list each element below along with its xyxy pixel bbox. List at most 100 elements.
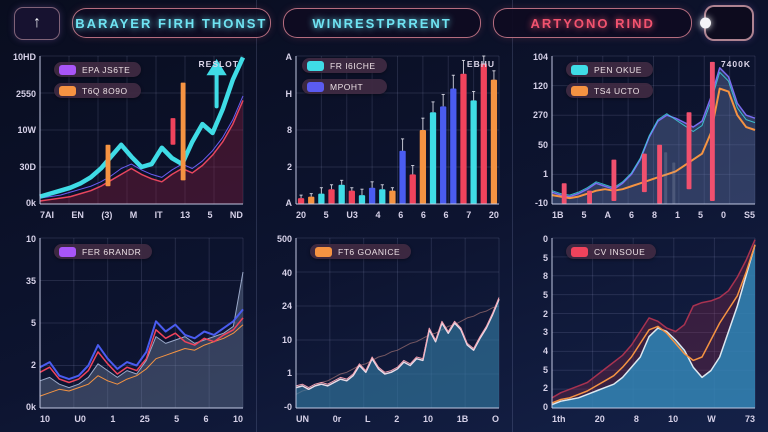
x-tick-label: 7AI <box>40 210 55 220</box>
x-tick-label: 20 <box>594 414 605 424</box>
y-tick-label: 40 <box>281 267 292 278</box>
x-axis-labels: 10 U0 1 25 5 6 10 <box>40 414 243 427</box>
toggle-button[interactable] <box>700 5 755 41</box>
chart-annotation: RESLOT <box>198 59 239 69</box>
y-tick-label: A <box>285 52 293 62</box>
chart-panel-top-right: 104 120 270 50 1 -10 1B 5 A 6 8 1 5 0 S5 PEN OKUE TS4 … <box>512 46 768 228</box>
y-tick-label: A <box>285 198 293 208</box>
legend-label: FER 6RANDR <box>82 246 142 257</box>
y-axis-labels: A H 8 2 A <box>258 52 293 208</box>
legend-item: MPOHT <box>302 79 387 94</box>
x-tick-label: W <box>707 414 716 424</box>
x-axis-labels: 20 5 U3 4 6 6 6 7 20 <box>296 210 499 223</box>
y-tick-label: 5 <box>542 252 548 263</box>
y-tick-label: 5 <box>30 318 36 328</box>
x-tick-label: O <box>491 414 499 424</box>
y-tick-label: 5 <box>542 364 548 375</box>
y-tick-label: 1 <box>286 368 292 379</box>
title-label: ARTYONO RIND <box>530 15 655 31</box>
x-tick-label: 10 <box>668 414 679 424</box>
x-axis-labels: 1B 5 A 6 8 1 5 0 S5 <box>552 210 755 223</box>
x-tick-label: UN <box>296 414 309 424</box>
x-tick-label: 10 <box>422 414 433 424</box>
toggle-dot-icon <box>700 17 712 29</box>
x-tick-label: 10 <box>232 414 243 424</box>
x-tick-label: 2 <box>394 414 400 424</box>
y-tick-label: 10 <box>25 234 36 244</box>
x-tick-label: 5 <box>323 210 329 220</box>
title-button-3[interactable]: ARTYONO RIND <box>493 8 693 38</box>
y-tick-label: 10 <box>281 334 292 345</box>
chart-panel-bottom-left: 10 35 5 2 0k 10 U0 1 25 5 6 10 FER 6RANDR <box>0 228 256 432</box>
x-axis-labels: 1th 20 8 10 W 73 <box>552 414 755 427</box>
y-tick-label: -10 <box>534 197 548 208</box>
x-axis-labels: UN 0r L 2 10 1B O <box>296 414 499 427</box>
y-tick-label: 2 <box>286 161 292 172</box>
column-divider <box>512 0 513 432</box>
y-tick-label: 0 <box>542 234 548 244</box>
chart-legend: FR I6ICHE MPOHT <box>302 58 387 94</box>
legend-label: T6Q 8O9O <box>82 85 128 96</box>
plot-area <box>296 56 499 204</box>
y-tick-label: 30D <box>19 161 36 172</box>
x-tick-label: 0 <box>720 210 726 220</box>
y-axis-labels: 0 5 8 5 2 3 4 5 2 0 <box>514 234 548 412</box>
chart-annotation: EBHU <box>466 59 495 69</box>
x-tick-label: 1B <box>552 210 564 220</box>
x-tick-label: U3 <box>346 210 358 220</box>
y-tick-label: 0k <box>25 198 36 208</box>
legend-label: CV INSOUE <box>594 246 646 257</box>
upload-button[interactable]: ↑ <box>14 6 60 40</box>
y-tick-label: 104 <box>532 52 548 62</box>
y-tick-label: 2550 <box>15 88 36 99</box>
y-axis-labels: 104 120 270 50 1 -10 <box>514 52 548 208</box>
chart-legend: EPA JS6TE T6Q 8O9O <box>54 62 142 98</box>
y-tick-label: 8 <box>286 125 292 135</box>
title-button-2[interactable]: WINRESTPRRENT <box>282 8 482 38</box>
x-tick-label: 20 <box>296 210 307 220</box>
y-axis-labels: 10HD 2550 10W 30D 0k <box>2 52 36 208</box>
legend-swatch-icon <box>571 246 588 257</box>
x-tick-label: 6 <box>443 210 449 220</box>
y-tick-label: 0k <box>25 402 36 412</box>
y-tick-label: 0 <box>542 401 548 412</box>
y-tick-label: 120 <box>532 81 548 92</box>
legend-label: MPOHT <box>330 81 364 92</box>
x-tick-label: 73 <box>744 414 755 424</box>
legend-item: FER 6RANDR <box>54 244 153 259</box>
x-tick-label: 20 <box>488 210 499 220</box>
x-tick-label: 1 <box>110 414 116 424</box>
plot-area <box>552 56 755 204</box>
x-axis-labels: 7AI EN (3) M IT 13 5 ND <box>40 210 243 223</box>
x-tick-label: 7 <box>466 210 472 220</box>
chart-legend: PEN OKUE TS4 UCTO <box>566 62 653 98</box>
chart-panel-bottom-middle: 500 40 24 10 1 -0 UN 0r L 2 10 1B O FT6 GOANICE <box>256 228 512 432</box>
x-tick-label: 1B <box>456 414 469 424</box>
column-divider <box>256 0 257 432</box>
y-tick-label: 10HD <box>12 52 36 62</box>
x-tick-label: 6 <box>420 210 426 220</box>
x-tick-label: 8 <box>651 210 657 220</box>
charts-grid: 10HD 2550 10W 30D 0k 7AI EN (3) M IT 13 5 ND EPA JS… <box>0 46 768 432</box>
y-tick-label: 35 <box>25 276 36 286</box>
legend-swatch-icon <box>571 64 588 75</box>
legend-item: CV INSOUE <box>566 244 657 259</box>
y-axis-labels: 500 40 24 10 1 -0 <box>258 234 292 412</box>
title-button-1[interactable]: BARAYER FIRH THONST <box>72 8 271 38</box>
title-label: BARAYER FIRH THONST <box>75 15 268 31</box>
legend-swatch-icon <box>59 64 76 75</box>
legend-label: PEN OKUE <box>594 64 642 75</box>
x-tick-label: 6 <box>203 414 209 424</box>
arrow-up-icon: ↑ <box>33 14 41 31</box>
chart-legend: FER 6RANDR <box>54 244 153 259</box>
y-tick-label: 2 <box>542 383 548 394</box>
x-tick-label: M <box>129 210 138 220</box>
legend-label: FR I6ICHE <box>330 60 376 71</box>
y-tick-label: 5 <box>542 289 548 300</box>
x-tick-label: 8 <box>633 414 639 424</box>
x-tick-label: 5 <box>174 414 180 424</box>
legend-label: TS4 UCTO <box>594 85 640 96</box>
x-tick-label: ND <box>229 210 243 220</box>
y-tick-label: 50 <box>537 139 548 150</box>
